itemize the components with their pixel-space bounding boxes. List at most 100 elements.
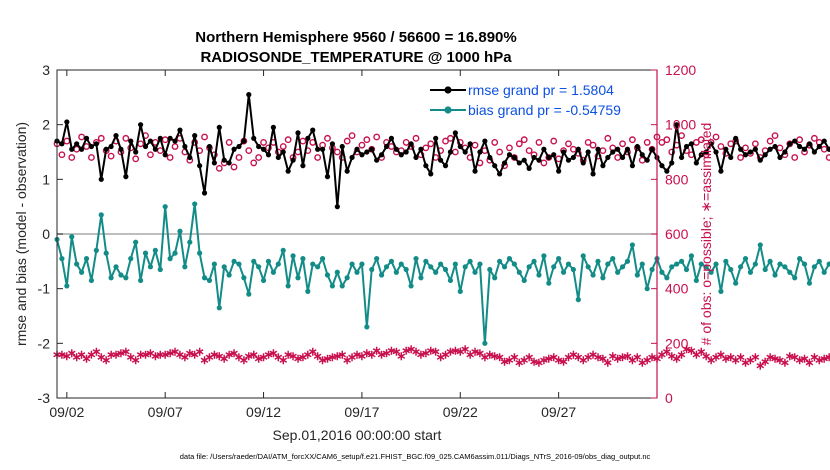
assimilated-obs-point: ∗	[234, 350, 244, 364]
x-tick-label: 09/22	[443, 404, 478, 420]
assimilated-obs-point: ∗	[273, 350, 283, 364]
assimilated-obs-point: ∗	[800, 352, 810, 366]
assimilated-obs-point: ∗	[367, 347, 377, 361]
possible-obs-point	[771, 132, 779, 140]
rmse-point	[693, 160, 699, 166]
rmse-point	[142, 143, 149, 150]
bias-point	[162, 204, 168, 210]
possible-obs-point	[88, 154, 95, 161]
rmse-point	[698, 152, 704, 158]
bias-point	[610, 256, 616, 262]
possible-obs-point	[525, 147, 533, 155]
assimilated-obs-point: ∗	[288, 349, 298, 363]
rmse-point	[610, 149, 616, 155]
rmse-point	[546, 154, 552, 161]
right-y-tick-label: 800	[665, 171, 689, 187]
rmse-point	[521, 157, 527, 163]
left-y-tick-label: -2	[38, 335, 51, 351]
bias-point	[246, 291, 252, 297]
bias-point	[801, 261, 808, 267]
assimilated-obs-point: ∗	[136, 347, 146, 361]
right-y-tick-label: 1200	[665, 62, 696, 78]
bias-point	[324, 272, 331, 278]
bias-point	[182, 264, 188, 270]
assimilated-obs-point: ∗	[204, 350, 214, 364]
bias-point	[738, 264, 744, 270]
possible-obs-point	[506, 144, 513, 152]
bias-point	[93, 247, 99, 253]
rmse-point	[738, 146, 744, 152]
bias-point	[280, 247, 286, 253]
rmse-point	[536, 157, 542, 163]
possible-obs-point	[225, 139, 233, 146]
rmse-line	[56, 93, 830, 208]
rmse-point	[280, 149, 286, 155]
rmse-point	[615, 146, 621, 152]
assimilated-obs-point: ∗	[327, 350, 337, 364]
assimilated-obs-point: ∗	[618, 350, 628, 364]
assimilated-obs-point: ∗	[263, 347, 273, 361]
right-y-tick-label: 400	[665, 281, 689, 297]
assimilated-obs-point: ∗	[726, 350, 736, 364]
possible-obs-point	[122, 134, 130, 142]
bias-point	[103, 250, 109, 256]
bias-point	[664, 275, 670, 281]
possible-obs-point	[427, 140, 435, 148]
plot-area: ∗∗∗∗∗∗∗∗∗∗∗∗∗∗∗∗∗∗∗∗∗∗∗∗∗∗∗∗∗∗∗∗∗∗∗∗∗∗∗∗…	[38, 62, 830, 420]
bias-point	[821, 269, 827, 275]
bias-point	[364, 324, 370, 330]
assimilated-obs-point: ∗	[347, 350, 357, 364]
bias-point	[462, 264, 468, 270]
rmse-point	[511, 154, 517, 161]
assimilated-obs-point: ∗	[377, 347, 387, 361]
rmse-point	[324, 174, 331, 180]
assimilated-obs-point: ∗	[760, 354, 770, 368]
possible-obs-point	[658, 139, 666, 146]
bias-point	[383, 264, 390, 270]
bias-series	[54, 201, 830, 346]
rmse-point	[600, 163, 606, 169]
possible-obs-point	[742, 144, 749, 152]
possible-obs-point	[284, 136, 292, 144]
assimilated-obs-point: ∗	[711, 350, 721, 364]
bias-point	[118, 272, 124, 278]
bias-point	[472, 269, 478, 275]
assimilated-obs-point: ∗	[190, 347, 200, 361]
rmse-point	[334, 204, 340, 210]
assimilated-obs-point: ∗	[180, 350, 190, 364]
rmse-point	[403, 149, 409, 155]
bias-point	[467, 258, 473, 264]
assimilated-obs-point: ∗	[775, 353, 785, 367]
assimilated-obs-point: ∗	[598, 352, 608, 366]
rmse-point	[216, 124, 222, 130]
assimilated-obs-point: ∗	[406, 342, 416, 356]
rmse-point	[349, 154, 355, 161]
bias-point	[83, 256, 90, 262]
assimilated-obs-point: ∗	[622, 349, 632, 363]
bias-point	[531, 258, 537, 264]
assimilated-obs-point: ∗	[509, 350, 519, 364]
possible-obs-point	[324, 134, 331, 142]
bias-point	[211, 261, 217, 267]
bias-point	[285, 283, 291, 289]
rmse-point	[787, 141, 793, 147]
possible-obs-point	[540, 159, 548, 167]
bias-point	[172, 250, 178, 256]
possible-obs-point	[515, 140, 523, 148]
bias-point	[231, 258, 237, 264]
rmse-point	[329, 141, 336, 147]
rmse-point	[713, 149, 719, 155]
assimilated-obs-point: ∗	[770, 352, 780, 366]
assimilated-obs-point: ∗	[421, 346, 431, 360]
rmse-point	[226, 160, 232, 166]
rmse-point	[270, 124, 276, 130]
rmse-point	[442, 163, 449, 169]
rmse-point	[162, 152, 168, 158]
rmse-point	[688, 141, 695, 147]
bias-point	[777, 261, 783, 267]
rmse-point	[733, 135, 739, 141]
assimilated-obs-point: ∗	[91, 345, 101, 359]
rmse-point	[664, 168, 670, 174]
bias-point	[74, 261, 80, 267]
